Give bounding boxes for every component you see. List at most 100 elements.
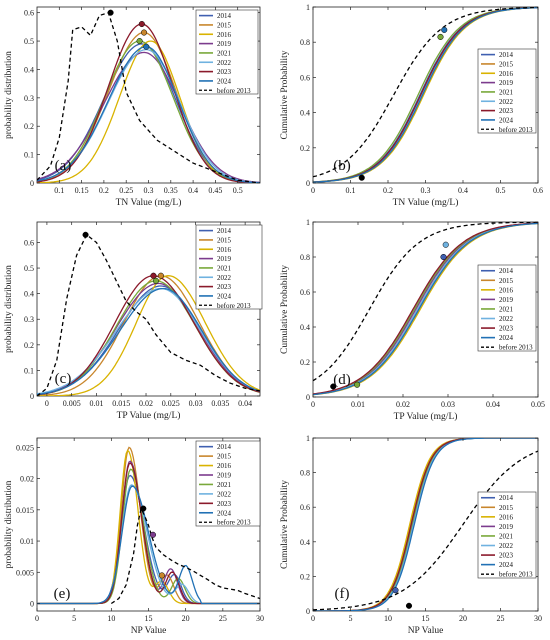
x-tick-label: 0.15 (75, 186, 89, 195)
y-tick-label: 0.2 (24, 122, 34, 131)
series-line-2019 (37, 51, 260, 183)
legend-label: 2024 (217, 292, 232, 300)
x-tick-label: 0 (311, 614, 315, 623)
y-tick-label: 0.3 (24, 94, 34, 103)
legend-label: 2019 (499, 296, 514, 304)
legend-label: 2023 (499, 325, 514, 333)
y-tick-label: 0.3 (24, 315, 34, 324)
legend-label: 2022 (499, 315, 514, 323)
legend-label: 2022 (217, 274, 232, 282)
legend-label: 2016 (217, 246, 232, 254)
y-tick-label: 0.6 (24, 9, 34, 18)
legend-box (477, 48, 537, 134)
y-tick-label: 0.005 (16, 568, 34, 577)
data-point-marker (442, 241, 449, 248)
legend-label: 2023 (217, 68, 232, 76)
y-tick-label: 0.01 (20, 537, 34, 546)
y-tick-label: 0.8 (300, 253, 310, 262)
data-point-marker (152, 277, 159, 284)
legend-label: 2023 (499, 552, 514, 560)
y-tick-label: 0.4 (24, 65, 34, 74)
y-tick-label: 0 (306, 393, 310, 402)
series-line-2024 (313, 7, 538, 183)
x-tick-label: 0.02 (396, 400, 410, 409)
data-point-marker (143, 43, 150, 50)
y-tick-label: 0.5 (24, 37, 34, 46)
legend-label: 2019 (217, 255, 232, 263)
legend-label: before 2013 (217, 87, 251, 95)
plot-area (37, 446, 260, 605)
y-tick-label: 0 (306, 179, 310, 188)
y-axis-label: Cumulative Probability (280, 480, 290, 569)
series-line-2016 (37, 275, 260, 396)
legend-label: 2021 (217, 49, 232, 57)
series-line-before-2013 (313, 222, 538, 382)
plot-area (37, 231, 260, 396)
x-tick-label: 0.05 (531, 400, 545, 409)
y-tick-label: 1 (306, 218, 310, 227)
series-line-2024 (37, 287, 260, 396)
x-tick-label: 0.01 (351, 400, 365, 409)
legend-box (477, 491, 537, 579)
legend-box (195, 224, 263, 310)
legend-label: 2019 (499, 523, 514, 531)
y-tick-label: 0.6 (24, 238, 34, 247)
x-tick-label: 25 (219, 614, 227, 623)
data-point-marker (330, 383, 337, 390)
y-tick-label: 0.2 (300, 572, 310, 581)
legend-label: before 2013 (499, 571, 533, 579)
y-tick-label: 0.2 (300, 144, 310, 153)
y-tick-label: 1 (306, 3, 310, 12)
data-point-marker (405, 602, 413, 609)
x-tick-label: 0.04 (238, 399, 252, 408)
legend-label: 2015 (499, 504, 514, 512)
plot-area (313, 222, 538, 396)
x-tick-label: 0 (35, 614, 39, 623)
y-tick-label: 0 (306, 607, 310, 616)
x-tick-label: 20 (459, 614, 467, 623)
x-tick-label: 0.5 (233, 186, 243, 195)
legend-box (477, 264, 537, 352)
panel-label: (f) (335, 586, 350, 602)
legend-label: 2016 (499, 513, 514, 521)
x-tick-label: 0.03 (189, 399, 203, 408)
data-point-marker (138, 20, 145, 28)
x-tick-label: 0.6 (533, 186, 543, 195)
y-tick-label: 0.1 (24, 366, 34, 375)
x-tick-label: 10 (384, 614, 392, 623)
y-tick-label: 0.4 (24, 290, 34, 299)
y-tick-label: 0 (30, 179, 34, 188)
x-tick-label: 0.005 (63, 399, 81, 408)
series-line-before-2013 (37, 233, 260, 396)
x-axis-label: NP Value (408, 626, 444, 636)
legend-label: 2015 (217, 21, 232, 29)
chart-panel-4: 0 0.01 0.02 0.03 0.04 0.05 0 0.2 0.4 0.6 0.8 1 TP Va… (280, 218, 545, 422)
legend-label: 2015 (499, 277, 514, 285)
data-point-marker (392, 587, 399, 594)
legend-box (195, 440, 261, 527)
chart-panel-6: 0 5 10 15 20 25 30 0 0.2 0.4 0.6 0.8 1 NP Value Cumula… (280, 434, 542, 636)
legend-label: 2023 (217, 283, 232, 291)
y-tick-label: 0.4 (300, 109, 310, 118)
y-tick-label: 0.8 (300, 38, 310, 47)
x-tick-label: 0.01 (89, 399, 103, 408)
y-axis-label: probability distribution (4, 265, 14, 353)
y-axis-label: Cumulative Probability (280, 50, 290, 139)
legend-label: before 2013 (217, 519, 251, 527)
legend-label: 2015 (217, 236, 232, 244)
legend-label: 2022 (499, 542, 514, 550)
legend-label: 2019 (217, 40, 232, 48)
legend-label: before 2013 (499, 126, 533, 134)
plot-area (313, 7, 538, 183)
chart-panel-3: 0 0.005 0.01 0.015 0.02 0.025 0.03 0.035 0.04 0 0.… (4, 221, 263, 421)
x-axis-label: TP Value (mg/L) (394, 411, 458, 422)
series-line-before-2013 (110, 506, 260, 605)
y-tick-label: 1 (306, 434, 310, 443)
data-point-marker (440, 253, 447, 261)
y-tick-label: 0.1 (24, 151, 34, 160)
data-point-marker (358, 174, 365, 181)
